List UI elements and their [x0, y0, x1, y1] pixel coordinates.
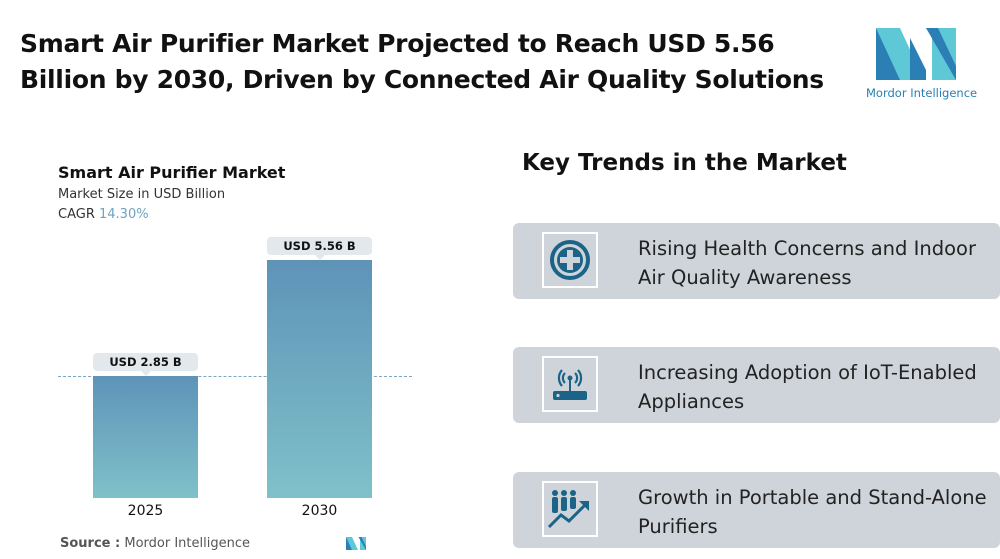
page-title: Smart Air Purifier Market Projected to R… [20, 29, 824, 94]
source-logo-icon [346, 537, 366, 550]
data-label: USD 2.85 B [93, 353, 198, 376]
wifi-router-icon [542, 356, 598, 412]
chart-title: Smart Air Purifier Market [58, 163, 286, 182]
reference-line [58, 376, 412, 377]
trend-text: Increasing Adoption of IoT-Enabled Appli… [638, 361, 977, 413]
logo-icon [876, 28, 956, 80]
data-label: USD 5.56 B [267, 237, 372, 260]
source: Source : Mordor Intelligence [60, 536, 250, 551]
trend-card: Rising Health Concerns and Indoor Air Qu… [513, 223, 1000, 299]
trend-card: Increasing Adoption of IoT-Enabled Appli… [513, 347, 1000, 423]
medical-cross-icon [542, 232, 598, 288]
cagr: CAGR 14.30% [58, 207, 149, 222]
x-tick-label: 2030 [301, 503, 338, 519]
trend-card: Growth in Portable and Stand-Alone Purif… [513, 472, 1000, 548]
logo-text: Mordor Intelligence [866, 86, 978, 100]
chart-subtitle: Market Size in USD Billion [58, 187, 226, 202]
bar-2025 [93, 376, 198, 498]
trend-text: Rising Health Concerns and Indoor Air Qu… [638, 237, 976, 289]
trend-text: Growth in Portable and Stand-Alone Purif… [638, 486, 987, 538]
people-growth-icon [542, 481, 598, 537]
trends-heading: Key Trends in the Market [522, 150, 847, 176]
source-value: Mordor Intelligence [124, 536, 250, 551]
source-label: Source : [60, 536, 121, 551]
cagr-value: 14.30% [99, 207, 149, 222]
bar-2030 [267, 260, 372, 498]
cagr-label: CAGR [58, 207, 95, 222]
x-tick-label: 2025 [127, 503, 164, 519]
mordor-logo: Mordor Intelligence [866, 24, 978, 100]
